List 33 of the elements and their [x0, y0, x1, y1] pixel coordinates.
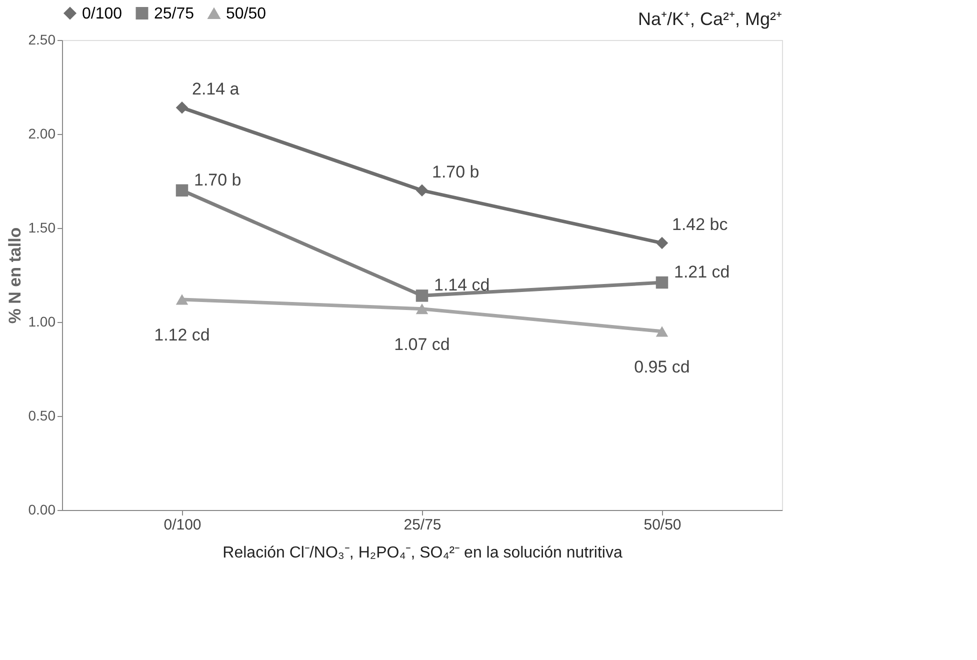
- y-tick-label: 2.50: [28, 32, 56, 48]
- data-label: 1.07 cd: [394, 334, 450, 354]
- point: [416, 184, 428, 197]
- y-tick-label: 2.00: [28, 126, 56, 142]
- text: Na⁺/K⁺, Ca²⁺, Mg²⁺: [638, 9, 782, 29]
- data-label: 1.14 cd: [434, 276, 490, 295]
- data-label: 1.21 cd: [674, 262, 730, 282]
- data-label: 0.95 cd: [634, 357, 690, 376]
- y-axis-title: % N en tallo: [5, 227, 24, 324]
- legend-label: 0/100: [82, 5, 122, 22]
- y-tick-label: 1.00: [28, 314, 56, 330]
- legend-label: 25/75: [154, 5, 194, 22]
- y-tick-label: 0.50: [28, 408, 56, 424]
- x-axis-title: Relación Cl⁻/NO₃⁻, H₂PO₄⁻, SO₄²⁻ en la solución nutritiva: [222, 544, 622, 562]
- x-tick-label: 50/50: [644, 516, 682, 534]
- x-tick-label: 25/75: [404, 516, 442, 534]
- data-label: 1.42 bc: [672, 215, 728, 234]
- point: [656, 326, 668, 337]
- point: [176, 184, 188, 197]
- data-label: 1.70 b: [194, 170, 242, 190]
- point: [416, 290, 428, 302]
- y-tick-label: 0.00: [28, 502, 56, 518]
- x-tick-label: 0/100: [164, 516, 202, 534]
- point: [176, 102, 188, 114]
- point: [176, 294, 188, 305]
- point: [656, 236, 668, 250]
- point: [656, 276, 668, 289]
- data-label: 1.12 cd: [154, 325, 210, 344]
- legend-label: 50/50: [226, 6, 266, 22]
- data-label: 1.70 b: [432, 162, 480, 182]
- point: [416, 304, 428, 314]
- y-tick-label: 1.50: [28, 220, 56, 236]
- data-label: 2.14 a: [192, 80, 240, 99]
